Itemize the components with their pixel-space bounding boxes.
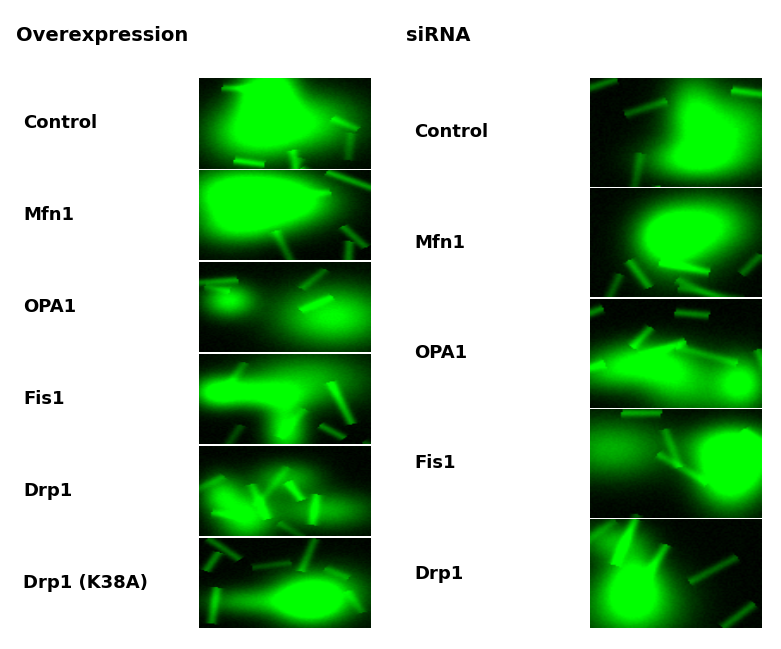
Text: Mfn1: Mfn1 [414, 234, 465, 252]
Bar [199, 260, 371, 261]
Text: Fis1: Fis1 [414, 454, 455, 472]
Text: Drp1: Drp1 [414, 565, 463, 583]
Bar [590, 297, 761, 298]
Text: Control: Control [414, 123, 488, 141]
Text: OPA1: OPA1 [23, 298, 77, 316]
Bar [590, 407, 761, 408]
Text: Mfn1: Mfn1 [23, 206, 74, 224]
Text: Drp1 (K38A): Drp1 (K38A) [23, 574, 148, 592]
Bar [590, 186, 761, 188]
Text: Fis1: Fis1 [23, 390, 65, 408]
Text: siRNA: siRNA [406, 26, 471, 45]
Text: Control: Control [23, 114, 98, 132]
Text: OPA1: OPA1 [414, 344, 467, 362]
Bar [199, 535, 371, 537]
Text: Overexpression: Overexpression [16, 26, 188, 45]
Bar [199, 352, 371, 353]
Bar [199, 444, 371, 445]
Bar [590, 517, 761, 519]
Text: Drp1: Drp1 [23, 482, 73, 500]
Bar [199, 168, 371, 169]
